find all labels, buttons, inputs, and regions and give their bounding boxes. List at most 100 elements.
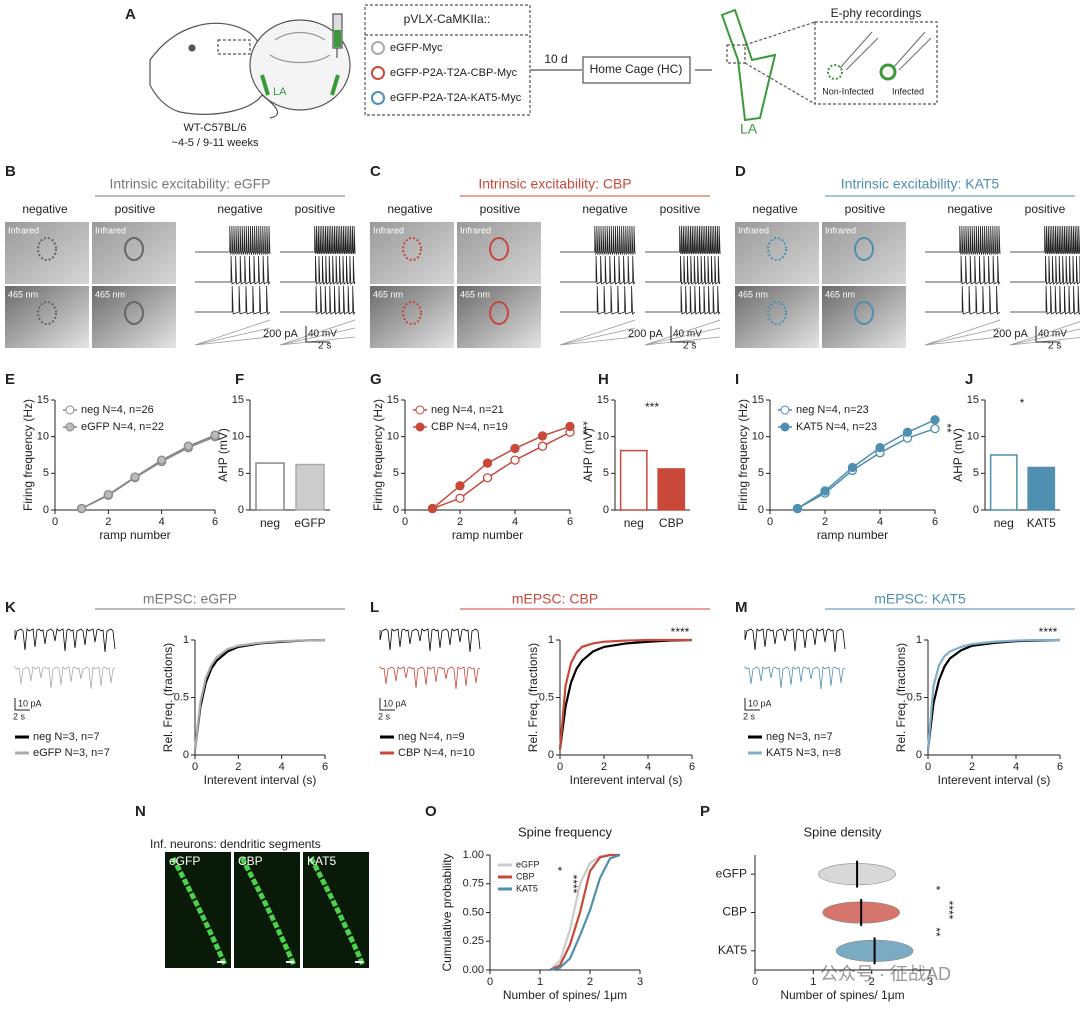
legend-label: CBP N=4, n=19 — [431, 421, 508, 433]
voltage-trace — [645, 225, 721, 255]
x-axis-label: ramp number — [452, 528, 523, 542]
bar — [255, 462, 285, 511]
image-label: 465 nm — [373, 289, 403, 299]
significance: * — [929, 886, 943, 891]
vector-icon — [371, 66, 385, 80]
image-label: Infrared — [460, 225, 491, 235]
x-tick-label: 4 — [877, 516, 883, 528]
y-tick-label: 0.5 — [539, 691, 554, 703]
current-ramp — [559, 319, 636, 346]
image-label: Infrared — [738, 225, 769, 235]
y-tick-label: 15 — [387, 394, 399, 406]
y-tick-label: 0.00 — [463, 964, 484, 976]
brain-detail — [269, 31, 331, 64]
zoom-box — [217, 39, 251, 55]
legend-label: KAT5 N=4, n=23 — [796, 421, 877, 433]
data-point — [510, 443, 520, 454]
dendrite-title: Inf. neurons: dendritic segments — [150, 837, 321, 851]
x-axis-label: ramp number — [99, 528, 170, 542]
dendrite-label: eGFP — [169, 854, 200, 868]
cell-marker — [767, 301, 787, 325]
x-tick-label: neg — [994, 516, 1014, 530]
construct: pVLX-CaMKIIa:: — [404, 12, 491, 26]
x-tick-label: 0 — [752, 976, 758, 988]
legend-marker — [780, 405, 790, 415]
mouse-outline — [149, 22, 267, 115]
micrograph — [822, 286, 906, 348]
data-point — [847, 462, 858, 473]
data-point — [510, 455, 520, 465]
scale-current: 10 pA — [748, 698, 772, 708]
column-label: negative — [22, 202, 68, 216]
dendrite — [170, 856, 228, 966]
y-axis-label: AHP (mV) — [951, 428, 965, 482]
x-tick-label: 4 — [645, 761, 651, 773]
voltage-trace — [645, 255, 721, 285]
series-line — [432, 425, 571, 510]
y-axis-label: Cumulative probability — [440, 853, 454, 971]
significance: **** — [671, 625, 690, 639]
y-axis-label: Rel. Freq. (fractions) — [161, 643, 175, 752]
data-point — [77, 503, 87, 514]
panel-letter: I — [735, 371, 739, 388]
non-infected-cell — [827, 64, 843, 80]
x-tick-label: 1 — [537, 976, 543, 988]
y-tick-label: 0 — [916, 749, 922, 761]
series-line — [432, 431, 571, 510]
panel-letter: C — [370, 163, 381, 180]
brain-la: LA — [273, 86, 287, 98]
section-title: mEPSC: eGFP — [143, 591, 237, 607]
legend-label: KAT5 — [516, 883, 538, 893]
data-point — [537, 431, 548, 441]
y-tick-label: 1 — [916, 634, 922, 646]
voltage-trace — [195, 255, 271, 286]
data-point — [902, 427, 913, 437]
bar — [619, 449, 648, 511]
cell-marker — [854, 301, 874, 325]
la-outline — [720, 8, 777, 122]
series-line — [549, 853, 620, 971]
mouse-label: WT-C57BL/6 — [184, 122, 247, 134]
column-label: positive — [115, 202, 156, 216]
cell-marker — [854, 237, 874, 261]
home-cage: Home Cage (HC) — [590, 62, 683, 76]
column-label: positive — [845, 202, 886, 216]
x-tick-label: 4 — [1013, 761, 1019, 773]
watermark: 公众号 · 征战AD — [820, 964, 951, 984]
voltage-trace — [560, 255, 636, 286]
x-tick-label: 0 — [557, 761, 563, 773]
data-point — [130, 472, 140, 482]
y-tick-label: 15 — [597, 394, 609, 406]
image-label: Infrared — [95, 225, 126, 235]
current-ramp — [1009, 321, 1080, 346]
section-title: Intrinsic excitability: CBP — [478, 176, 631, 192]
y-tick-label: KAT5 — [718, 943, 747, 957]
legend-marker — [415, 405, 425, 415]
y-tick-label: 0.5 — [174, 691, 189, 703]
micrograph — [457, 222, 541, 284]
legend-marker — [780, 422, 790, 432]
voltage-trace — [280, 285, 356, 316]
vector-icon — [371, 91, 385, 105]
data-point — [930, 415, 940, 425]
x-tick-label: 6 — [322, 761, 328, 773]
panel-letter: O — [425, 803, 437, 820]
voltage-trace — [195, 285, 271, 315]
voltage-trace — [925, 255, 1001, 286]
y-tick-label: CBP — [722, 905, 747, 919]
y-tick-label: 0 — [238, 504, 244, 516]
x-axis-label: ramp number — [817, 528, 888, 542]
legend-marker — [415, 422, 425, 432]
image-label: 465 nm — [460, 289, 490, 299]
y-tick-label: 1.00 — [463, 849, 484, 861]
x-tick-label: 4 — [512, 516, 518, 528]
x-tick-label: 3 — [927, 976, 933, 988]
legend-label: KAT5 N=3, n=8 — [766, 747, 841, 759]
panel-letter: E — [5, 371, 15, 388]
image-label: 465 nm — [738, 289, 768, 299]
voltage-trace — [1010, 225, 1080, 255]
panel-letter: B — [5, 163, 16, 180]
y-tick-label: 10 — [232, 431, 244, 443]
series-line — [558, 638, 692, 750]
x-tick-label: 2 — [822, 516, 828, 528]
